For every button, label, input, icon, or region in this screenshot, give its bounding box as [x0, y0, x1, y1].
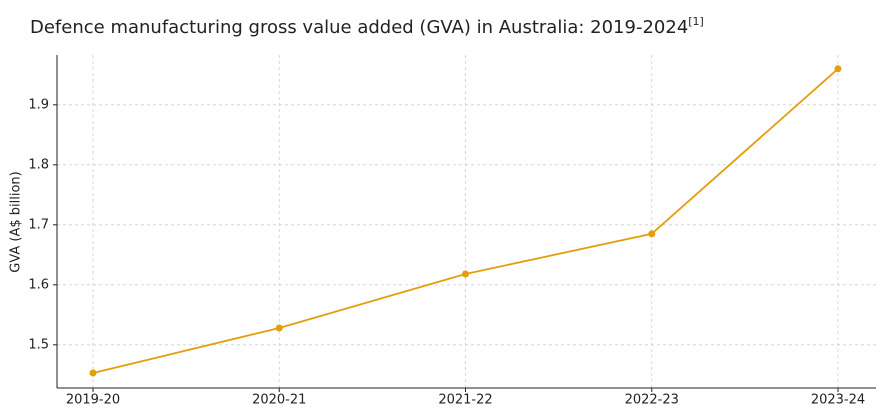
point — [275, 324, 283, 332]
chart-title: Defence manufacturing gross value added … — [30, 15, 704, 38]
x-tick-label: 2023-24 — [811, 393, 865, 408]
y-axis-label: GVA (A$ billion) — [9, 171, 24, 273]
point — [462, 270, 469, 278]
point — [648, 230, 656, 238]
x-tick-label: 2021-22 — [438, 393, 492, 408]
y-tick-label: 1.8 — [28, 157, 49, 172]
y-tick-label: 1.6 — [28, 277, 49, 292]
x-tick-label: 2020-21 — [252, 393, 306, 408]
title-text: Defence manufacturing gross value added … — [30, 17, 688, 38]
y-tick-label: 1.5 — [28, 337, 49, 352]
point — [834, 65, 842, 73]
x-tick-label: 2019-20 — [66, 393, 120, 408]
title-superscript: [1] — [688, 15, 704, 28]
x-tick-label: 2022-23 — [625, 393, 679, 408]
y-tick-label: 1.9 — [28, 97, 49, 112]
point — [89, 369, 97, 377]
y-tick-label: 1.7 — [28, 217, 49, 232]
